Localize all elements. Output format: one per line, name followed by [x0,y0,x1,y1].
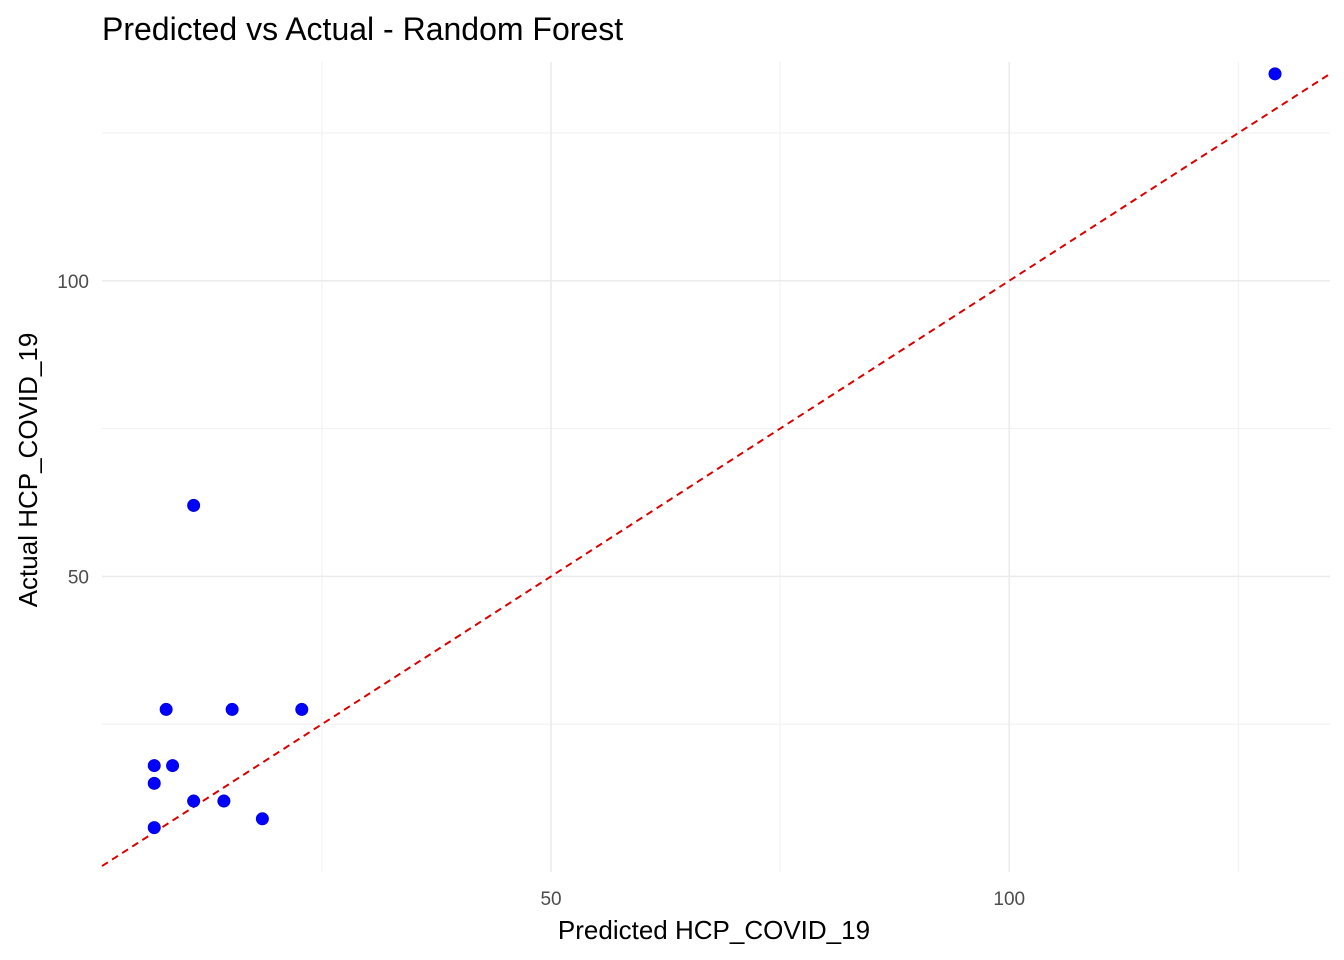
data-point [147,821,161,835]
data-point [159,702,173,716]
data-point [225,702,239,716]
x-tick-label: 50 [540,889,561,910]
x-tick-label: 100 [993,889,1025,910]
y-axis-label: Actual HCP_COVID_19 [13,333,43,608]
data-point [1268,67,1282,81]
x-tick-labels: 50 100 [540,889,1025,910]
y-tick-label: 50 [68,567,89,588]
data-point [295,702,309,716]
data-point [147,776,161,790]
y-tick-labels: 50 100 [57,272,89,589]
data-point [217,794,231,808]
data-point [166,759,180,773]
x-axis-label: Predicted HCP_COVID_19 [558,915,870,945]
data-point [187,498,201,512]
chart-title: Predicted vs Actual - Random Forest [102,11,623,47]
data-point [187,794,201,808]
grid [102,62,1330,872]
reference-line-layer [101,72,1331,867]
data-point [255,812,269,826]
y-tick-label: 100 [57,272,89,293]
points-layer [147,67,1282,835]
data-point [147,759,161,773]
reference-line [101,72,1331,867]
